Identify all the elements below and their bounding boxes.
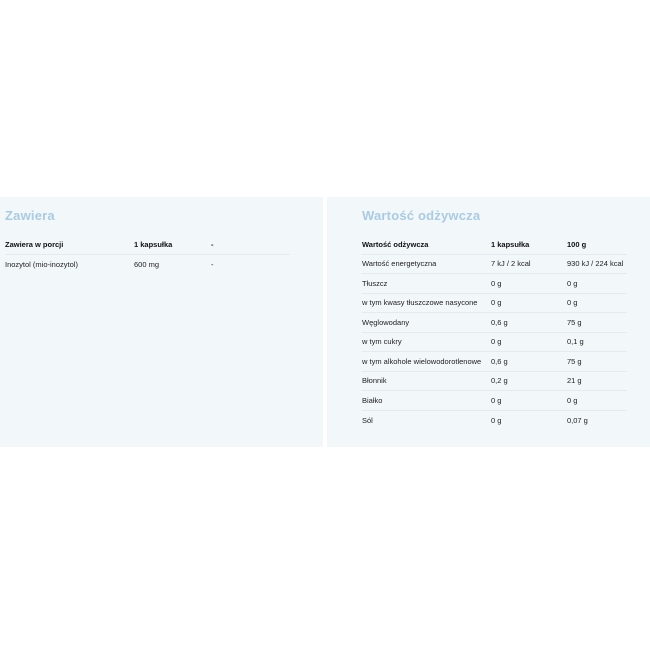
table-cell: Inozytol (mio-inozytol) [5,259,78,269]
column-header: Wartość odżywcza [362,239,429,249]
column-header: 100 g [567,239,587,249]
table-cell: 75 g [567,317,582,327]
column-header: 1 kapsułka [134,239,173,249]
table-cell: 930 kJ / 224 kcal [567,259,624,269]
table-cell: 0,6 g [491,356,508,366]
table-cell: Błonnik [362,376,387,386]
column-header: Zawiera w porcji [5,239,64,249]
contains-panel: Zawiera Zawiera w porcji 1 kapsułka - Inozy… [0,197,323,447]
table-row: w tym kwasy tłuszczowe nasycone 0 g 0 g [362,294,627,313]
table-header-row: Zawiera w porcji 1 kapsułka - [5,235,290,255]
nutrition-panel: Wartość odżywcza Wartość odżywcza 1 kapsu… [327,197,650,447]
table-row: Białko 0 g 0 g [362,391,627,411]
table-row: Inozytol (mio-inozytol) 600 mg - [5,255,290,275]
table-cell: Tłuszcz [362,278,388,288]
table-cell: 0,07 g [567,415,588,425]
table-cell: 0 g [567,278,578,288]
table-cell: 0 g [567,395,578,405]
table-row: Sól 0 g 0,07 g [362,411,627,431]
nutrition-title: Wartość odżywcza [362,208,481,223]
table-cell: Węglowodany [362,317,410,327]
table-row: w tym cukry 0 g 0,1 g [362,333,627,352]
table-cell: 0 g [491,395,502,405]
table-cell: Białko [362,395,383,405]
table-cell: 7 kJ / 2 kcal [491,259,531,269]
table-row: w tym alkohole wielowodorotlenowe 0,6 g 75… [362,352,627,372]
table-cell: 0 g [491,337,502,347]
table-cell: w tym cukry [362,337,402,347]
table-cell: 0 g [491,298,502,308]
table-row: Węglowodany 0,6 g 75 g [362,313,627,333]
table-cell: 0,2 g [491,376,508,386]
table-cell: w tym kwasy tłuszczowe nasycone [362,298,478,308]
table-cell: w tym alkohole wielowodorotlenowe [362,356,482,366]
table-cell: 0 g [491,278,502,288]
table-cell: 0,1 g [567,337,584,347]
column-header: - [211,239,214,249]
table-row: Tłuszcz 0 g 0 g [362,274,627,294]
column-header: 1 kapsułka [491,239,530,249]
table-row: Wartość energetyczna 7 kJ / 2 kcal 930 kJ … [362,255,627,274]
table-cell: 0,6 g [491,317,508,327]
table-cell: - [211,259,214,269]
table-cell: 600 mg [134,259,160,269]
contains-title: Zawiera [5,208,55,223]
table-header-row: Wartość odżywcza 1 kapsułka 100 g [362,235,627,255]
table-row: Błonnik 0,2 g 21 g [362,372,627,391]
table-cell: 21 g [567,376,582,386]
table-cell: Wartość energetyczna [362,259,437,269]
table-cell: Sól [362,415,373,425]
table-cell: 0 g [491,415,502,425]
table-cell: 75 g [567,356,582,366]
table-cell: 0 g [567,298,578,308]
